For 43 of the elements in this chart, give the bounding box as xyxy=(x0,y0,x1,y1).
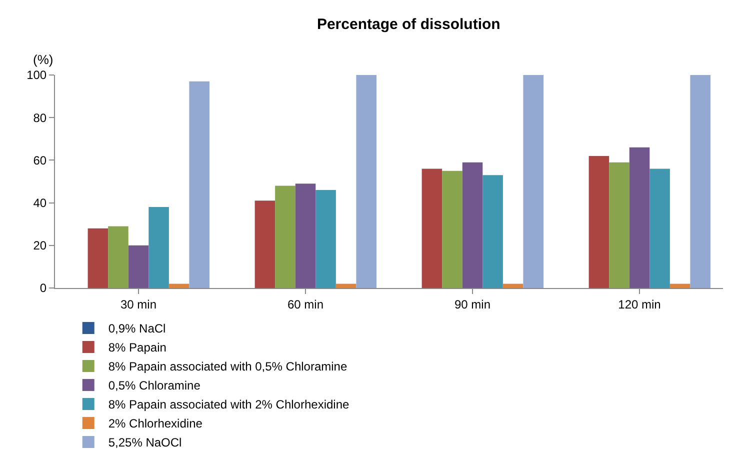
x-tick-label: 30 min xyxy=(120,297,157,312)
legend-label: 8% Papain xyxy=(108,340,166,355)
bar xyxy=(629,147,650,288)
x-tick-label: 90 min xyxy=(454,297,491,312)
bar xyxy=(588,156,610,288)
x-tick-label: 60 min xyxy=(287,297,324,312)
bar xyxy=(148,207,169,288)
bar xyxy=(462,162,483,288)
chart-title: Percentage of dissolution xyxy=(316,16,500,34)
bar xyxy=(275,186,296,288)
legend-label: 0,9% NaCl xyxy=(108,322,166,336)
bar xyxy=(523,75,544,288)
bar xyxy=(295,184,316,288)
legend-label: 8% Papain associated with 0,5% Chloramine xyxy=(108,360,348,374)
legend-label: 2% Chlorhexidine xyxy=(108,416,203,431)
bar xyxy=(168,284,190,288)
bar xyxy=(108,226,128,288)
bar xyxy=(422,168,442,288)
legend-label: 0,5% Chloramine xyxy=(108,378,201,393)
bar xyxy=(128,245,149,288)
bar xyxy=(88,228,108,288)
y-tick-label: 60 xyxy=(33,153,47,168)
y-tick-label: 0 xyxy=(40,281,47,296)
y-tick-label: 80 xyxy=(33,110,47,125)
bar xyxy=(482,175,503,288)
legend-label: 5,25% NaOCl xyxy=(108,436,182,450)
y-tick-label: 20 xyxy=(33,238,47,253)
bar xyxy=(609,162,630,288)
bar xyxy=(502,284,524,288)
bar xyxy=(316,190,336,288)
y-tick-label: 40 xyxy=(33,196,47,210)
y-axis-title: (%) xyxy=(33,52,54,67)
x-tick-label: 120 min xyxy=(618,297,661,312)
bar xyxy=(670,284,690,288)
bar xyxy=(690,75,710,288)
bar xyxy=(442,170,462,288)
y-tick-label: 100 xyxy=(26,68,47,82)
bar xyxy=(650,168,670,288)
bar xyxy=(254,200,276,288)
bar xyxy=(336,284,356,288)
legend-label: 8% Papain associated with 2% Chlorhexidine xyxy=(108,398,350,412)
bar xyxy=(356,75,376,288)
bar xyxy=(189,81,210,288)
